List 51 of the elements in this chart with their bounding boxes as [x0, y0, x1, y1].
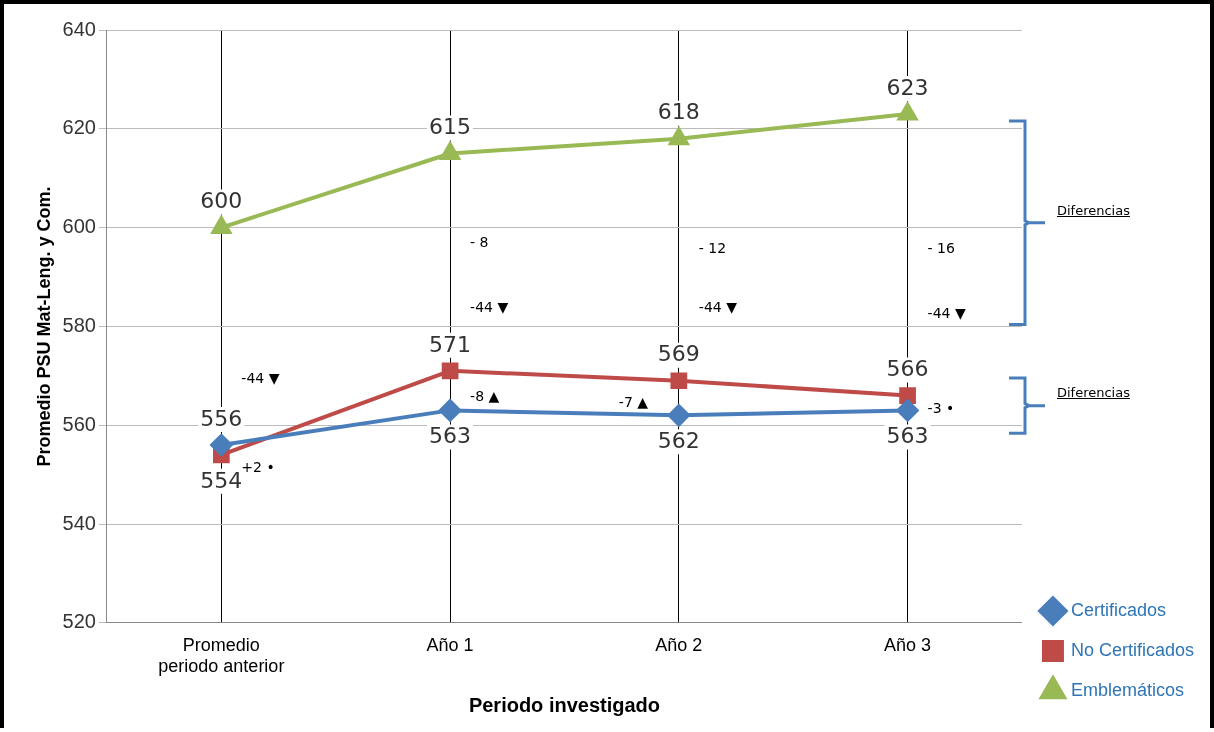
point	[896, 399, 919, 422]
annotation: -44 ▼	[927, 305, 966, 322]
annotation: +2 •	[241, 459, 275, 476]
data-label: 554	[200, 467, 243, 493]
x-tick-label: Año 2	[655, 634, 703, 655]
data-label: 600	[200, 188, 243, 214]
point	[669, 127, 689, 146]
point	[897, 102, 918, 121]
annotation: - 16	[927, 239, 955, 256]
point	[210, 433, 233, 456]
annotation: -3 •	[927, 400, 955, 417]
legend-label: Certificados	[1070, 599, 1166, 620]
text: Diferencias	[1056, 385, 1130, 401]
point	[670, 372, 688, 390]
y-tick-label: 580	[62, 313, 96, 336]
data-label: 566	[886, 356, 929, 382]
point	[440, 142, 460, 160]
y-tick-label: 620	[62, 116, 96, 139]
annotation: -8 ▲	[470, 388, 500, 405]
data-label: 571	[429, 331, 472, 357]
point	[899, 387, 916, 404]
data-label: 563	[429, 423, 472, 449]
annotation: -44 ▼	[241, 370, 280, 387]
x-tick-label: Promedio periodo anterior	[158, 634, 285, 677]
data-label: 623	[886, 74, 929, 100]
data-label: 618	[657, 99, 700, 125]
x-axis-title: Periodo investigado	[468, 693, 661, 716]
point	[667, 404, 690, 427]
y-tick-label: 600	[62, 215, 96, 238]
text: Diferencias	[1056, 202, 1130, 218]
point	[441, 362, 459, 380]
annotation: -44 ▼	[698, 299, 738, 316]
x-tick-label: Año 3	[884, 634, 932, 655]
point	[439, 399, 462, 422]
annotation: -44 ▼	[470, 299, 509, 316]
data-label: 563	[886, 423, 929, 449]
data-label: 562	[657, 428, 700, 454]
data-label: 569	[657, 341, 700, 367]
y-tick-label: 560	[62, 412, 96, 435]
data-label: 556	[200, 405, 243, 431]
y-tick-label: 540	[62, 511, 96, 534]
annotation: - 12	[698, 239, 727, 256]
data-label: 615	[429, 114, 472, 140]
x-tick-label: Año 1	[426, 634, 474, 655]
y-axis-title: Promedio PSU Mat-Leng. y Com.	[33, 186, 54, 467]
annotation: - 8	[470, 234, 489, 251]
annotation: -7 ▲	[618, 394, 649, 411]
y-tick-label: 640	[62, 17, 96, 40]
y-tick-label: 520	[62, 610, 96, 633]
legend-label: No Certificados	[1070, 639, 1194, 660]
legend-label: Emblemáticos	[1070, 679, 1184, 700]
